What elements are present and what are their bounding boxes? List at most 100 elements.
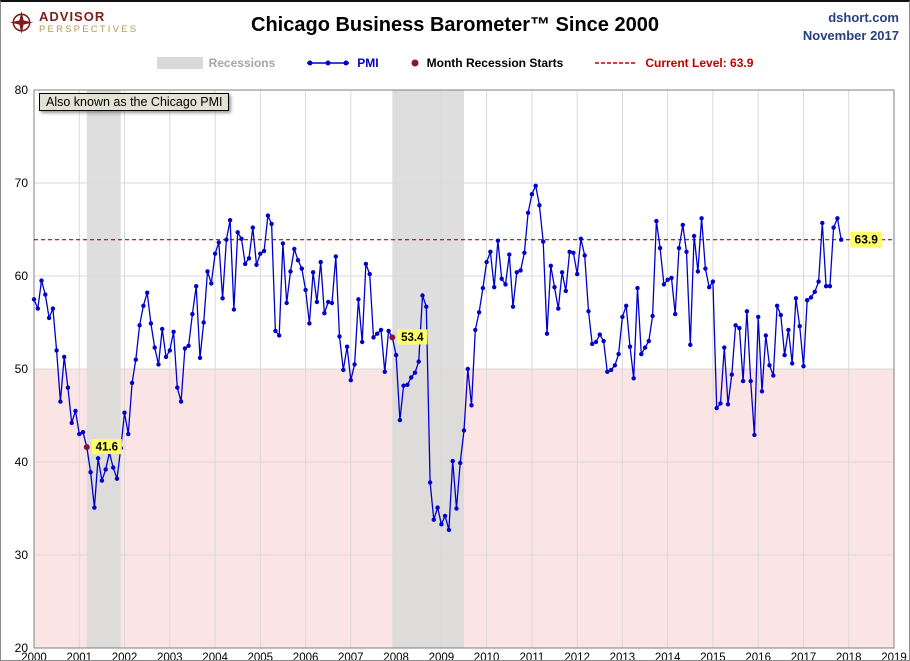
pmi-point xyxy=(280,241,286,246)
x-tick-label: 2003 xyxy=(157,652,183,661)
pmi-point xyxy=(378,327,384,333)
x-tick-label: 2016 xyxy=(745,652,771,661)
pmi-point xyxy=(58,399,63,404)
pmi-point xyxy=(801,364,806,369)
source-attribution: dshort.com November 2017 xyxy=(803,9,899,45)
pmi-point xyxy=(209,281,214,286)
pmi-point xyxy=(582,253,587,258)
pmi-point xyxy=(141,303,146,308)
pmi-point xyxy=(405,382,410,387)
pmi-point xyxy=(469,403,474,408)
pmi-point xyxy=(322,311,327,316)
value-label: 53.4 xyxy=(401,332,424,344)
pmi-point xyxy=(69,420,74,426)
pmi-point xyxy=(31,297,37,302)
pmi-point xyxy=(680,222,685,228)
pmi-point xyxy=(635,285,640,291)
pmi-point xyxy=(639,351,644,357)
pmi-point xyxy=(401,383,406,388)
legend-item-recessions: Recessions xyxy=(156,56,275,70)
x-tick-label: 2009 xyxy=(429,652,455,661)
pmi-point xyxy=(326,299,331,305)
pmi-point xyxy=(424,304,429,309)
pmi-point xyxy=(122,410,127,415)
pmi-point xyxy=(665,277,670,282)
pmi-point xyxy=(190,311,195,317)
pmi-point xyxy=(310,270,316,275)
pmi-point xyxy=(476,310,482,315)
x-tick-label: 2006 xyxy=(293,652,319,661)
x-tick-label: 2014 xyxy=(655,652,681,661)
pmi-point xyxy=(261,248,267,254)
pmi-point xyxy=(224,237,229,242)
pmi-point xyxy=(450,458,455,464)
value-label-bg xyxy=(397,329,428,345)
pmi-point xyxy=(808,295,814,300)
pmi-point xyxy=(710,279,716,284)
pmi-point xyxy=(148,321,154,326)
x-tick-label: 2011 xyxy=(520,652,545,661)
pmi-point xyxy=(277,333,282,338)
pmi-point xyxy=(714,405,719,411)
pmi-point xyxy=(631,376,636,381)
pmi-point xyxy=(454,506,459,511)
pmi-point xyxy=(284,300,289,306)
pmi-point xyxy=(499,276,504,281)
pmi-point xyxy=(778,312,783,318)
pmi-point xyxy=(201,320,206,325)
pmi-point xyxy=(797,324,802,329)
pmi-point xyxy=(216,240,221,245)
pmi-point xyxy=(54,348,59,353)
pmi-point xyxy=(597,332,602,337)
pmi-point xyxy=(288,269,293,274)
pmi-point xyxy=(793,296,799,301)
pmi-point xyxy=(145,290,150,295)
pmi-point xyxy=(360,339,365,345)
pmi-point xyxy=(186,343,191,348)
pmi-point xyxy=(484,259,489,265)
current-level-line-swatch xyxy=(593,57,639,69)
pmi-point xyxy=(608,367,614,373)
pmi-point xyxy=(307,321,312,326)
page-title: Chicago Business Barometer™ Since 2000 xyxy=(251,14,659,36)
pmi-point xyxy=(831,225,836,230)
pmi-point xyxy=(152,345,157,350)
pmi-point xyxy=(624,303,629,308)
pmi-point xyxy=(337,334,342,339)
pmi-point xyxy=(409,375,414,380)
pmi-point xyxy=(578,236,584,241)
pmi-point xyxy=(446,527,452,533)
pmi-point xyxy=(835,216,840,221)
pmi-point xyxy=(73,408,78,414)
pmi-point xyxy=(707,285,712,290)
plot-border xyxy=(33,89,895,649)
pmi-point xyxy=(427,480,433,485)
compass-icon xyxy=(9,10,34,35)
source-site: dshort.com xyxy=(828,10,899,25)
y-tick-label: 20 xyxy=(15,641,29,655)
pmi-point xyxy=(431,517,436,522)
pmi-point xyxy=(669,275,674,281)
pmi-point xyxy=(827,284,833,289)
pmi-point xyxy=(492,285,497,290)
pmi-point xyxy=(46,315,52,321)
x-tick-label: 2008 xyxy=(383,652,409,661)
pmi-point xyxy=(548,263,553,268)
x-tick-label: 2001 xyxy=(67,652,93,661)
pmi-point xyxy=(744,309,750,314)
current-level-label-bg xyxy=(850,231,883,248)
pmi-point xyxy=(442,513,448,519)
pmi-point xyxy=(194,284,199,289)
value-label-bg xyxy=(91,439,122,455)
pmi-point xyxy=(688,342,693,347)
pmi-point xyxy=(299,266,304,271)
pmi-point xyxy=(95,456,101,461)
pmi-point xyxy=(103,467,108,472)
pmi-point xyxy=(156,362,161,367)
pmi-point xyxy=(243,261,248,267)
pmi-point xyxy=(435,505,440,510)
pmi-point xyxy=(541,239,546,244)
pmi-point xyxy=(265,213,271,218)
pmi-point xyxy=(722,345,727,350)
